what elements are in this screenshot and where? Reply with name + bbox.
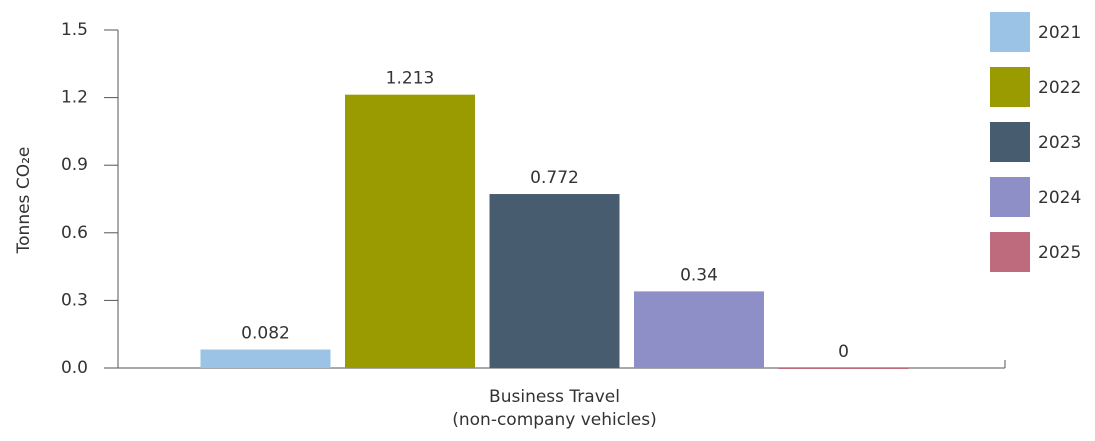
legend-swatch [990,12,1030,52]
legend-swatch [990,177,1030,217]
y-tick-label: 0.0 [61,358,88,378]
x-tick-label: Business Travel (non-company vehicles) [452,387,657,430]
y-tick-label: 0.6 [61,223,88,243]
bar [345,94,475,369]
data-label: 0.082 [241,324,290,344]
data-label: 0 [838,342,849,362]
y-tick-label: 1.5 [61,20,88,40]
data-label: 0.34 [680,265,718,285]
bar [634,291,764,368]
bar [200,349,331,368]
y-tick-label: 1.2 [61,88,88,108]
legend-label: 2023 [1038,133,1081,153]
legend-label: 2021 [1038,23,1081,43]
legend-swatch [990,232,1030,272]
bar [778,368,909,369]
y-axis-label: Tonnes CO₂e [14,147,34,255]
data-label: 0.772 [530,168,579,188]
legend-label: 2024 [1038,188,1081,208]
legend-label: 2022 [1038,78,1081,98]
data-label: 1.213 [386,69,435,89]
y-tick-label: 0.3 [61,290,88,310]
y-tick-label: 0.9 [61,155,88,175]
legend-swatch [990,122,1030,162]
bar [489,194,620,368]
legend-swatch [990,67,1030,107]
legend-label: 2025 [1038,243,1081,263]
